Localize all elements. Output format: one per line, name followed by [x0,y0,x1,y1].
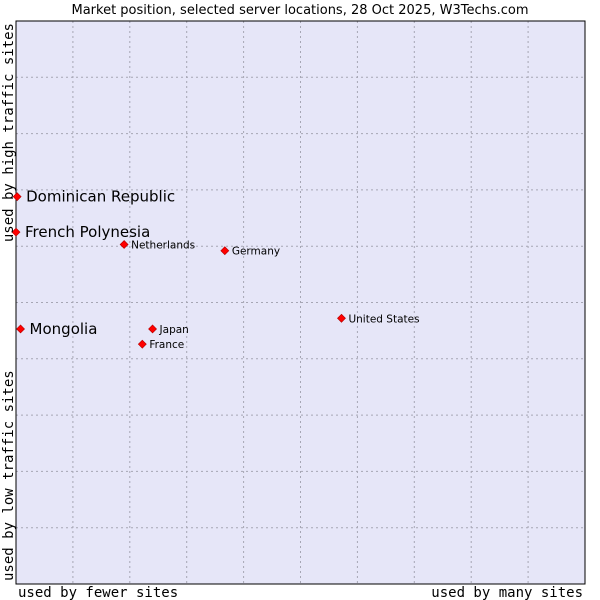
point-marker-french-polynesia [11,227,21,237]
plot-frame [15,20,586,585]
point-marker-united-states [337,313,346,323]
y-axis-label-high: used by high traffic sites [1,23,17,242]
y-axis-label-low: used by low traffic sites [1,370,17,581]
point-marker-netherlands [119,240,129,249]
point-marker-dominican-republic [12,192,22,202]
point-label-french-polynesia: French Polynesia [25,223,150,241]
point-marker-japan [148,324,157,334]
point-marker-mongolia [16,324,25,334]
point-marker-germany [220,246,230,256]
point-label-france: France [149,339,184,351]
data-points: Dominican Republic French Polynesia Mongol… [11,188,420,351]
point-label-japan: Japan [159,324,189,336]
x-axis-label-high: used by many sites [431,585,583,600]
x-axis-label-low: used by fewer sites [18,585,178,600]
point-label-united-states: United States [348,313,419,325]
point-marker-france [137,339,147,349]
point-label-dominican-republic: Dominican Republic [26,188,175,206]
chart-title: Market position, selected server locatio… [71,3,528,18]
point-label-mongolia: Mongolia [30,320,98,338]
point-label-germany: Germany [232,246,280,258]
point-label-netherlands: Netherlands [131,240,195,252]
grid-lines [16,21,585,584]
